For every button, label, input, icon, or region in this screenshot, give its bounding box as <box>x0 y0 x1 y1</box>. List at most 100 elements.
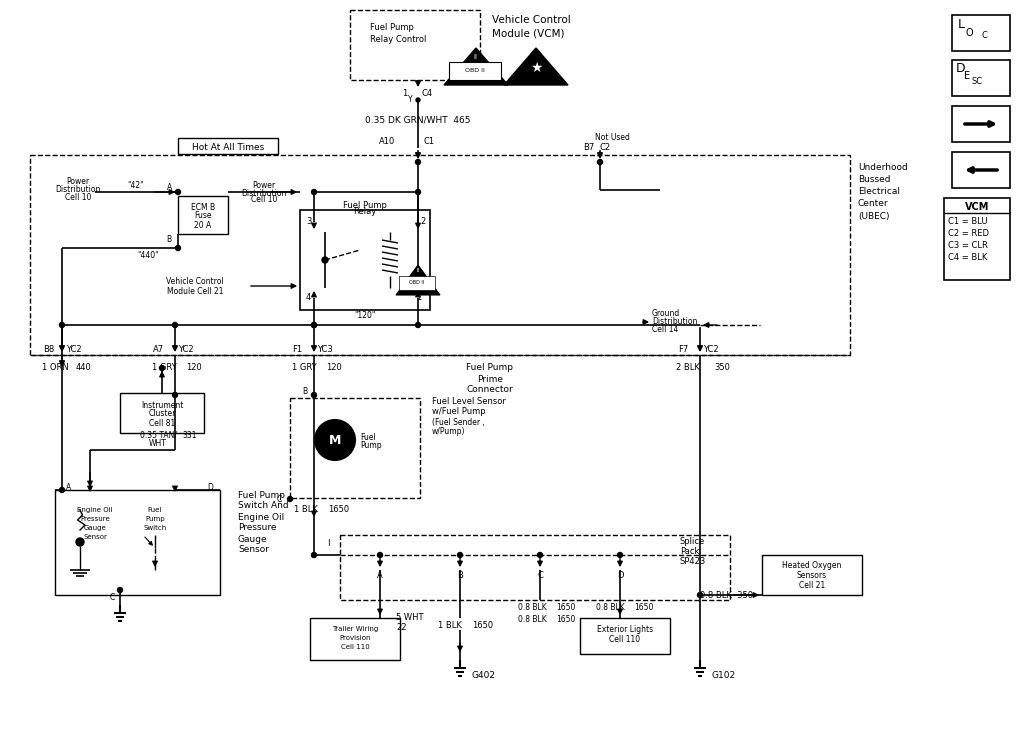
Text: Power: Power <box>253 182 275 190</box>
Circle shape <box>416 323 421 327</box>
Text: 1: 1 <box>401 89 407 99</box>
Text: C2 = RED: C2 = RED <box>948 230 989 239</box>
Text: w/Pump): w/Pump) <box>432 427 466 436</box>
Text: Connector: Connector <box>467 386 513 395</box>
Circle shape <box>538 553 543 558</box>
Text: Not Used: Not Used <box>595 133 630 143</box>
Polygon shape <box>120 393 204 433</box>
Polygon shape <box>178 138 278 154</box>
Text: Provision: Provision <box>339 635 371 641</box>
Text: C: C <box>110 592 115 602</box>
Text: YC2: YC2 <box>703 346 719 354</box>
Circle shape <box>597 160 602 165</box>
Text: (Fuel Sender ,: (Fuel Sender , <box>432 417 485 427</box>
Text: 2 BLK: 2 BLK <box>676 364 699 373</box>
Text: Power: Power <box>67 177 89 187</box>
Text: Cell 110: Cell 110 <box>341 644 370 650</box>
Text: 0.8 BLK: 0.8 BLK <box>518 603 547 613</box>
Text: SP423: SP423 <box>680 558 707 567</box>
Text: YC2: YC2 <box>66 346 82 354</box>
Text: 1: 1 <box>416 294 421 302</box>
Circle shape <box>311 553 316 558</box>
Circle shape <box>76 538 84 546</box>
Text: O: O <box>965 28 973 38</box>
Polygon shape <box>944 198 1010 280</box>
Text: 331: 331 <box>182 430 197 439</box>
Text: Vehicle Control: Vehicle Control <box>166 277 224 286</box>
Polygon shape <box>444 48 508 85</box>
Text: 20 A: 20 A <box>195 220 212 230</box>
Text: Center: Center <box>858 200 889 209</box>
Text: Cell 10: Cell 10 <box>251 195 278 204</box>
Text: Cell 14: Cell 14 <box>652 326 678 335</box>
Text: Engine Oil: Engine Oil <box>238 512 285 521</box>
Text: B8: B8 <box>43 346 54 354</box>
Text: A: A <box>377 572 383 580</box>
Text: 1 GRY: 1 GRY <box>292 364 316 373</box>
Circle shape <box>59 488 65 493</box>
Circle shape <box>311 323 316 327</box>
Text: Gauge: Gauge <box>238 534 267 543</box>
Circle shape <box>311 323 316 327</box>
Text: 4: 4 <box>306 294 311 302</box>
Text: M: M <box>329 433 341 447</box>
Text: ★: ★ <box>529 61 543 75</box>
Text: 120: 120 <box>186 364 202 373</box>
Text: YC2: YC2 <box>178 346 194 354</box>
Polygon shape <box>449 62 501 80</box>
Text: D: D <box>616 572 624 580</box>
Text: Fuel Pump: Fuel Pump <box>238 490 285 499</box>
Text: D: D <box>956 61 966 75</box>
Text: Cell 21: Cell 21 <box>799 580 825 589</box>
Circle shape <box>697 592 702 597</box>
Text: C1: C1 <box>424 138 435 146</box>
Text: 0.35 TAN/: 0.35 TAN/ <box>139 430 176 439</box>
Polygon shape <box>504 48 568 85</box>
Text: YC3: YC3 <box>317 346 333 354</box>
Text: A: A <box>167 182 172 192</box>
Text: Splice: Splice <box>680 537 706 547</box>
Text: Ground: Ground <box>652 310 680 318</box>
Text: Switch And: Switch And <box>238 501 289 510</box>
Text: OBD II: OBD II <box>465 69 485 73</box>
Text: Sensors: Sensors <box>797 572 827 580</box>
Polygon shape <box>762 555 862 595</box>
Polygon shape <box>310 618 400 660</box>
Text: Distribution: Distribution <box>652 318 697 326</box>
Text: 1 GRY: 1 GRY <box>152 364 177 373</box>
Text: 0.35 DK GRN/WHT  465: 0.35 DK GRN/WHT 465 <box>366 116 471 124</box>
Polygon shape <box>952 152 1010 188</box>
Text: F7: F7 <box>678 346 688 354</box>
Text: "42": "42" <box>128 182 144 190</box>
Text: SC: SC <box>972 78 983 86</box>
Text: F1: F1 <box>292 346 302 354</box>
Polygon shape <box>55 490 220 595</box>
Text: 1650: 1650 <box>328 506 349 515</box>
Text: Fuel: Fuel <box>147 507 162 513</box>
Circle shape <box>175 190 180 195</box>
Text: Distribution: Distribution <box>55 185 100 195</box>
Polygon shape <box>399 276 435 290</box>
Circle shape <box>59 323 65 327</box>
Circle shape <box>175 245 180 250</box>
Text: Bussed: Bussed <box>858 176 891 184</box>
Text: 22: 22 <box>396 624 407 632</box>
Text: Cell 81: Cell 81 <box>148 419 175 427</box>
Text: 1650: 1650 <box>472 621 494 630</box>
Text: B7: B7 <box>583 143 594 152</box>
Circle shape <box>322 257 328 263</box>
Text: C: C <box>981 31 987 40</box>
Circle shape <box>315 420 355 460</box>
Circle shape <box>288 496 293 501</box>
Circle shape <box>617 553 623 558</box>
Circle shape <box>311 392 316 397</box>
Text: C: C <box>537 572 543 580</box>
Circle shape <box>458 553 463 558</box>
Text: VCM: VCM <box>965 202 989 212</box>
Text: C4 = BLK: C4 = BLK <box>948 253 987 263</box>
Text: Pressure: Pressure <box>238 523 276 532</box>
Text: 440: 440 <box>76 364 92 373</box>
Text: G402: G402 <box>472 671 496 679</box>
Text: Fuse: Fuse <box>195 212 212 220</box>
Text: 5 WHT: 5 WHT <box>396 613 424 622</box>
